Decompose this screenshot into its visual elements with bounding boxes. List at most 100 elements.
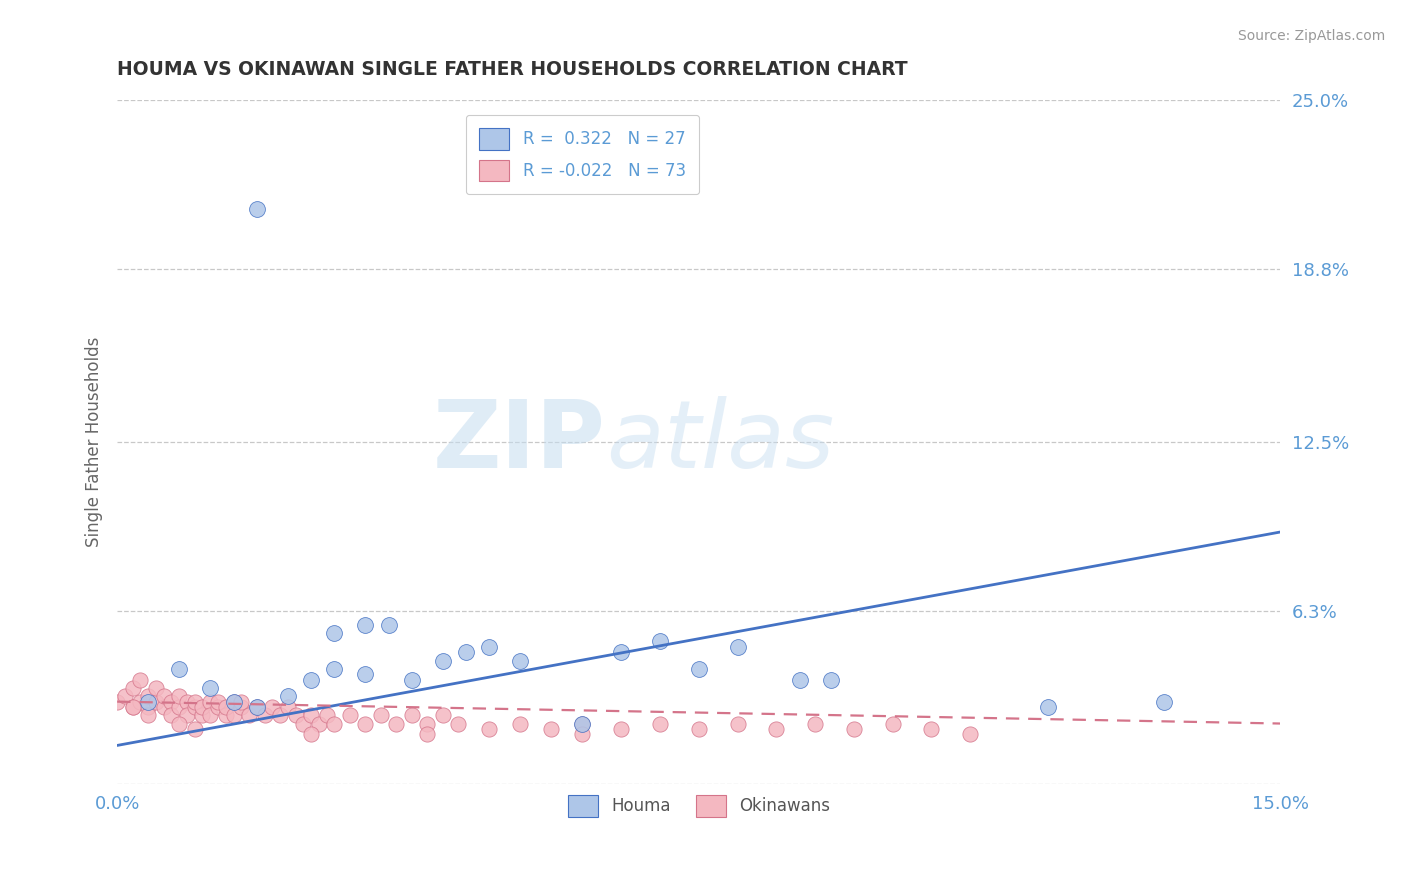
Point — [478, 722, 501, 736]
Point — [105, 695, 128, 709]
Point — [277, 689, 299, 703]
Point — [176, 708, 198, 723]
Point — [323, 716, 346, 731]
Point — [184, 700, 207, 714]
Point — [200, 681, 222, 695]
Point — [385, 716, 408, 731]
Point — [610, 645, 633, 659]
Point — [456, 645, 478, 659]
Point — [727, 640, 749, 654]
Point — [129, 673, 152, 687]
Text: atlas: atlas — [606, 396, 834, 487]
Point — [509, 654, 531, 668]
Point — [284, 708, 307, 723]
Point — [121, 700, 143, 714]
Text: ZIP: ZIP — [433, 396, 606, 488]
Point — [246, 700, 269, 714]
Point — [354, 716, 377, 731]
Point — [167, 689, 190, 703]
Point — [727, 716, 749, 731]
Point — [432, 708, 454, 723]
Point — [292, 716, 315, 731]
Point — [789, 673, 811, 687]
Point — [370, 708, 392, 723]
Point — [299, 673, 322, 687]
Point — [323, 662, 346, 676]
Point — [145, 695, 167, 709]
Point — [842, 722, 865, 736]
Point — [215, 700, 238, 714]
Point — [882, 716, 904, 731]
Point — [167, 662, 190, 676]
Point — [447, 716, 470, 731]
Point — [184, 695, 207, 709]
Point — [571, 716, 593, 731]
Point — [299, 727, 322, 741]
Point — [215, 708, 238, 723]
Point — [648, 716, 671, 731]
Point — [277, 700, 299, 714]
Point — [200, 695, 222, 709]
Point — [765, 722, 787, 736]
Point — [136, 689, 159, 703]
Point — [432, 654, 454, 668]
Point — [114, 689, 136, 703]
Point — [354, 667, 377, 681]
Point — [253, 708, 276, 723]
Point — [222, 695, 245, 709]
Point — [167, 716, 190, 731]
Point — [145, 681, 167, 695]
Point — [207, 700, 229, 714]
Point — [1036, 700, 1059, 714]
Point — [339, 708, 361, 723]
Point — [121, 681, 143, 695]
Point — [136, 708, 159, 723]
Point — [121, 700, 143, 714]
Point — [222, 695, 245, 709]
Point — [136, 700, 159, 714]
Point — [176, 695, 198, 709]
Point — [571, 716, 593, 731]
Text: Source: ZipAtlas.com: Source: ZipAtlas.com — [1237, 29, 1385, 43]
Point — [478, 640, 501, 654]
Point — [416, 716, 439, 731]
Point — [200, 708, 222, 723]
Point — [540, 722, 562, 736]
Point — [610, 722, 633, 736]
Point — [152, 700, 174, 714]
Point — [377, 618, 399, 632]
Point — [416, 727, 439, 741]
Point — [160, 708, 183, 723]
Point — [160, 695, 183, 709]
Point — [354, 618, 377, 632]
Point — [129, 695, 152, 709]
Point — [921, 722, 943, 736]
Point — [401, 673, 423, 687]
Point — [262, 700, 284, 714]
Point — [571, 727, 593, 741]
Legend: Houma, Okinawans: Houma, Okinawans — [561, 789, 837, 823]
Point — [308, 716, 330, 731]
Point — [688, 722, 710, 736]
Point — [207, 695, 229, 709]
Point — [299, 708, 322, 723]
Point — [191, 708, 214, 723]
Point — [246, 700, 269, 714]
Point — [191, 700, 214, 714]
Point — [238, 708, 260, 723]
Point — [648, 634, 671, 648]
Point — [688, 662, 710, 676]
Point — [269, 708, 291, 723]
Point — [222, 708, 245, 723]
Point — [323, 626, 346, 640]
Point — [804, 716, 827, 731]
Point — [315, 708, 337, 723]
Point — [1153, 695, 1175, 709]
Point — [231, 695, 253, 709]
Point — [184, 722, 207, 736]
Point — [401, 708, 423, 723]
Point — [136, 695, 159, 709]
Y-axis label: Single Father Households: Single Father Households — [86, 336, 103, 547]
Text: HOUMA VS OKINAWAN SINGLE FATHER HOUSEHOLDS CORRELATION CHART: HOUMA VS OKINAWAN SINGLE FATHER HOUSEHOL… — [117, 60, 908, 78]
Point — [959, 727, 981, 741]
